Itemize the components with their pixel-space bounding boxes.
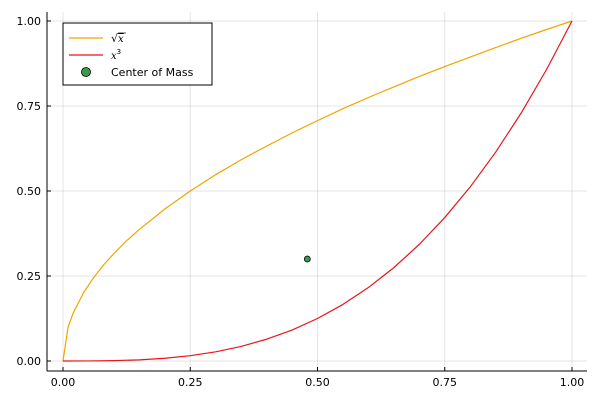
legend-variable: x — [111, 51, 117, 62]
y-tick-label: 0.00 — [17, 355, 42, 368]
legend-label-0: √x — [111, 32, 124, 45]
legend-exponent: 3 — [117, 48, 121, 56]
y-tick-label: 0.75 — [17, 100, 42, 113]
legend-label-2: Center of Mass — [111, 66, 194, 79]
series-line-0 — [62, 20, 573, 362]
y-tick-label: 0.50 — [17, 185, 42, 198]
x-tick-label: 0.25 — [178, 376, 203, 389]
plot-points — [303, 255, 311, 263]
x-tick-label: 0.75 — [433, 376, 458, 389]
legend-radical: √ — [111, 32, 119, 45]
x-tick-label: 0.50 — [305, 376, 330, 389]
series-line-1 — [62, 20, 573, 362]
axes: 0.00 0.25 0.50 0.75 1.00 0.00 0.25 0.50 0.75 1.00 — [17, 12, 587, 389]
y-tick-label: 1.00 — [17, 15, 42, 28]
plot-lines — [62, 20, 573, 362]
legend-label-1: x3 — [111, 48, 121, 62]
center-of-mass-point — [303, 255, 311, 263]
x-tick-label: 0.00 — [51, 376, 76, 389]
y-tick-label: 0.25 — [17, 270, 42, 283]
legend-variable: x — [118, 34, 124, 45]
x-tick-label: 1.00 — [560, 376, 585, 389]
legend-marker-2 — [81, 67, 91, 77]
